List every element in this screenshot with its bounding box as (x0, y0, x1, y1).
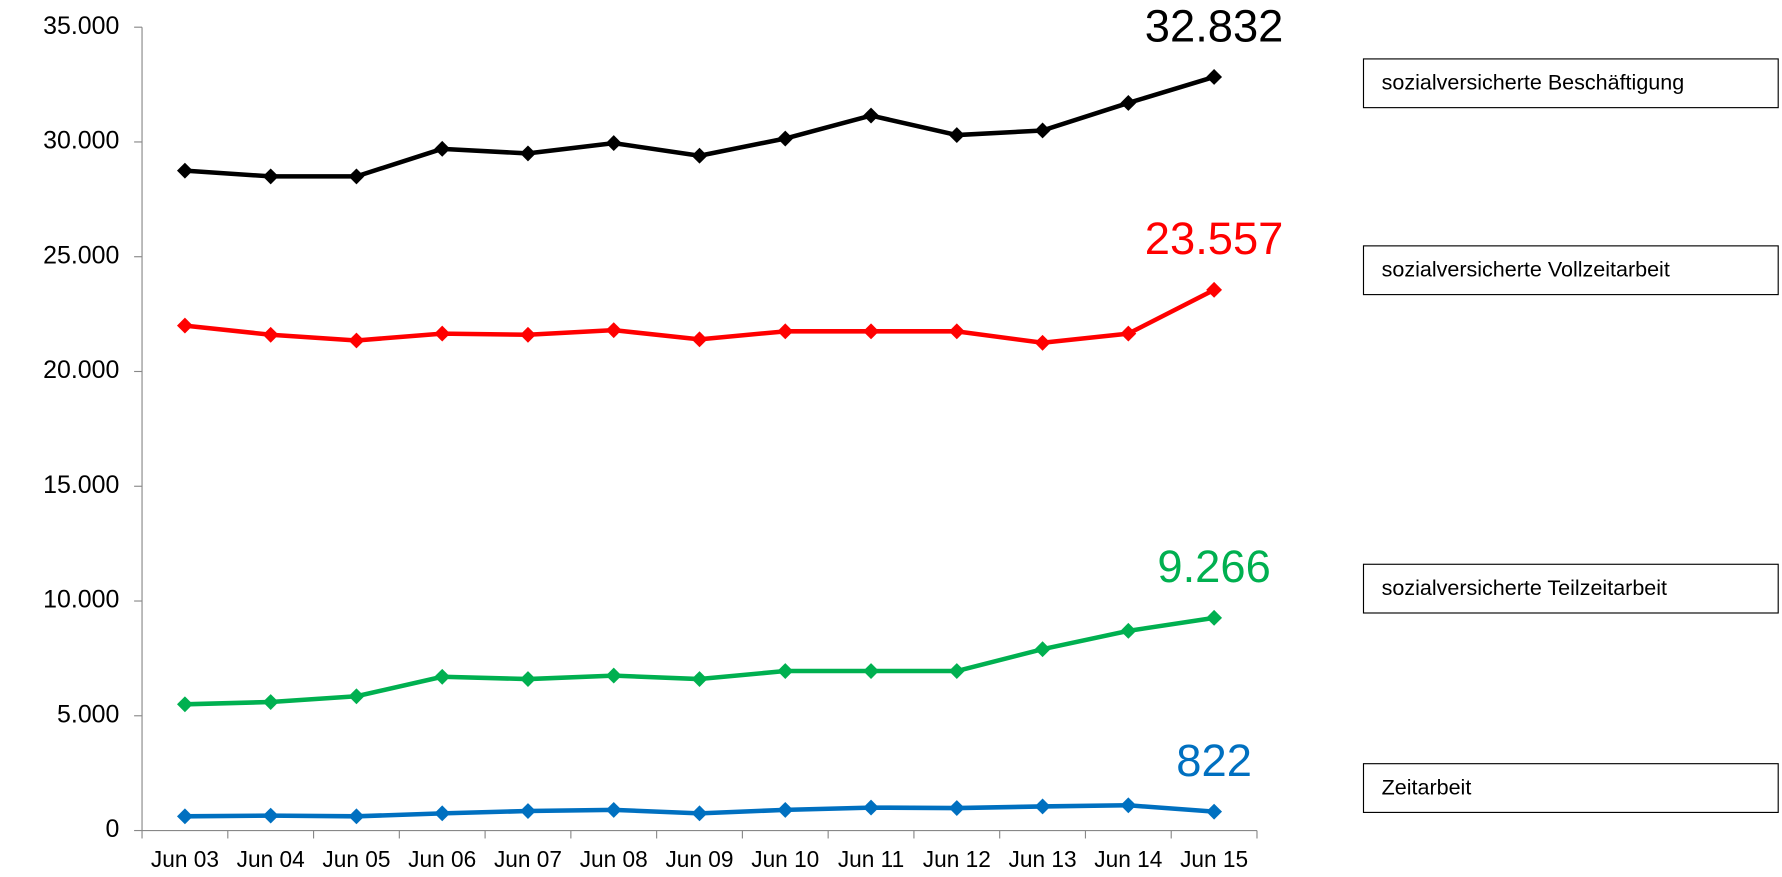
y-tick-label: 10.000 (43, 586, 119, 614)
data-point (434, 668, 451, 685)
series-line (184, 615, 1215, 707)
legend-box (1362, 563, 1779, 614)
data-point (176, 808, 193, 825)
data-point (262, 694, 279, 710)
x-tick-label: Jun 04 (237, 846, 305, 872)
data-point (863, 323, 879, 340)
value-label: 23.557 (1145, 213, 1284, 264)
data-point (520, 803, 536, 819)
y-tick-label: 0 (106, 815, 120, 843)
y-tick-label: 30.000 (43, 127, 119, 155)
y-tick-label: 15.000 (43, 471, 119, 499)
data-point (948, 800, 965, 816)
data-point (434, 140, 451, 157)
data-point (605, 801, 622, 818)
data-point (1034, 122, 1051, 139)
data-point (262, 326, 279, 343)
x-tick-label: Jun 12 (923, 846, 991, 872)
data-point (262, 807, 279, 824)
data-point (863, 663, 879, 679)
data-point (262, 168, 279, 185)
x-tick-label: Jun 05 (322, 846, 390, 872)
x-tick-label: Jun 07 (494, 846, 562, 872)
legend-label: sozialversicherte Teilzeitarbeit (1382, 576, 1667, 600)
data-point (863, 799, 879, 816)
value-label: 32.832 (1145, 0, 1284, 51)
data-point (176, 162, 193, 179)
data-point (176, 317, 193, 334)
data-point (691, 331, 708, 348)
data-point (520, 145, 536, 162)
x-tick-label: Jun 11 (838, 846, 904, 872)
y-tick-label: 20.000 (43, 356, 119, 384)
data-point (1034, 334, 1051, 351)
legend-box (1362, 58, 1779, 109)
data-point (691, 147, 708, 164)
data-point (1120, 622, 1137, 639)
x-tick-label: Jun 08 (580, 846, 648, 872)
legend-label: sozialversicherte Beschäftigung (1382, 71, 1685, 95)
data-point (777, 130, 794, 147)
data-point (948, 127, 965, 144)
value-label: 822 (1176, 735, 1252, 786)
data-point (520, 326, 536, 343)
data-point (948, 663, 965, 679)
data-point (777, 323, 794, 340)
data-point (863, 107, 879, 124)
data-point (1034, 798, 1051, 815)
x-tick-label: Jun 15 (1180, 846, 1248, 872)
value-label: 9.266 (1157, 541, 1270, 592)
data-point (605, 135, 622, 152)
x-tick-label: Jun 10 (751, 846, 819, 872)
data-point (691, 805, 708, 822)
data-point (348, 688, 365, 705)
data-point (605, 667, 622, 684)
x-tick-label: Jun 13 (1009, 846, 1077, 872)
data-point (1120, 95, 1137, 111)
y-tick-label: 25.000 (43, 241, 119, 269)
data-point (176, 696, 193, 713)
data-point (1034, 641, 1051, 658)
data-point (605, 322, 622, 339)
data-point (1206, 281, 1223, 298)
data-point (520, 671, 536, 687)
data-point (1206, 609, 1223, 626)
y-tick-label: 5.000 (57, 700, 119, 728)
legend-label: Zeitarbeit (1382, 775, 1472, 799)
data-point (691, 671, 708, 687)
data-point (1120, 325, 1137, 342)
x-tick-label: Jun 06 (408, 846, 476, 872)
data-point (777, 663, 794, 679)
y-tick-label: 35.000 (43, 12, 119, 40)
legend-box (1362, 245, 1779, 296)
data-point (434, 805, 451, 822)
data-point (948, 323, 965, 340)
data-point (1206, 69, 1223, 85)
data-point (348, 808, 365, 825)
x-tick-label: Jun 14 (1094, 846, 1162, 872)
legend-label: sozialversicherte Vollzeitarbeit (1382, 257, 1670, 281)
data-point (1206, 803, 1223, 820)
x-tick-label: Jun 09 (665, 846, 733, 872)
legend-box (1362, 763, 1779, 813)
data-point (1120, 797, 1137, 814)
data-point (348, 332, 365, 349)
data-point (777, 801, 794, 818)
data-point (434, 325, 451, 342)
x-tick-label: Jun 03 (151, 846, 219, 872)
data-point (348, 168, 365, 185)
